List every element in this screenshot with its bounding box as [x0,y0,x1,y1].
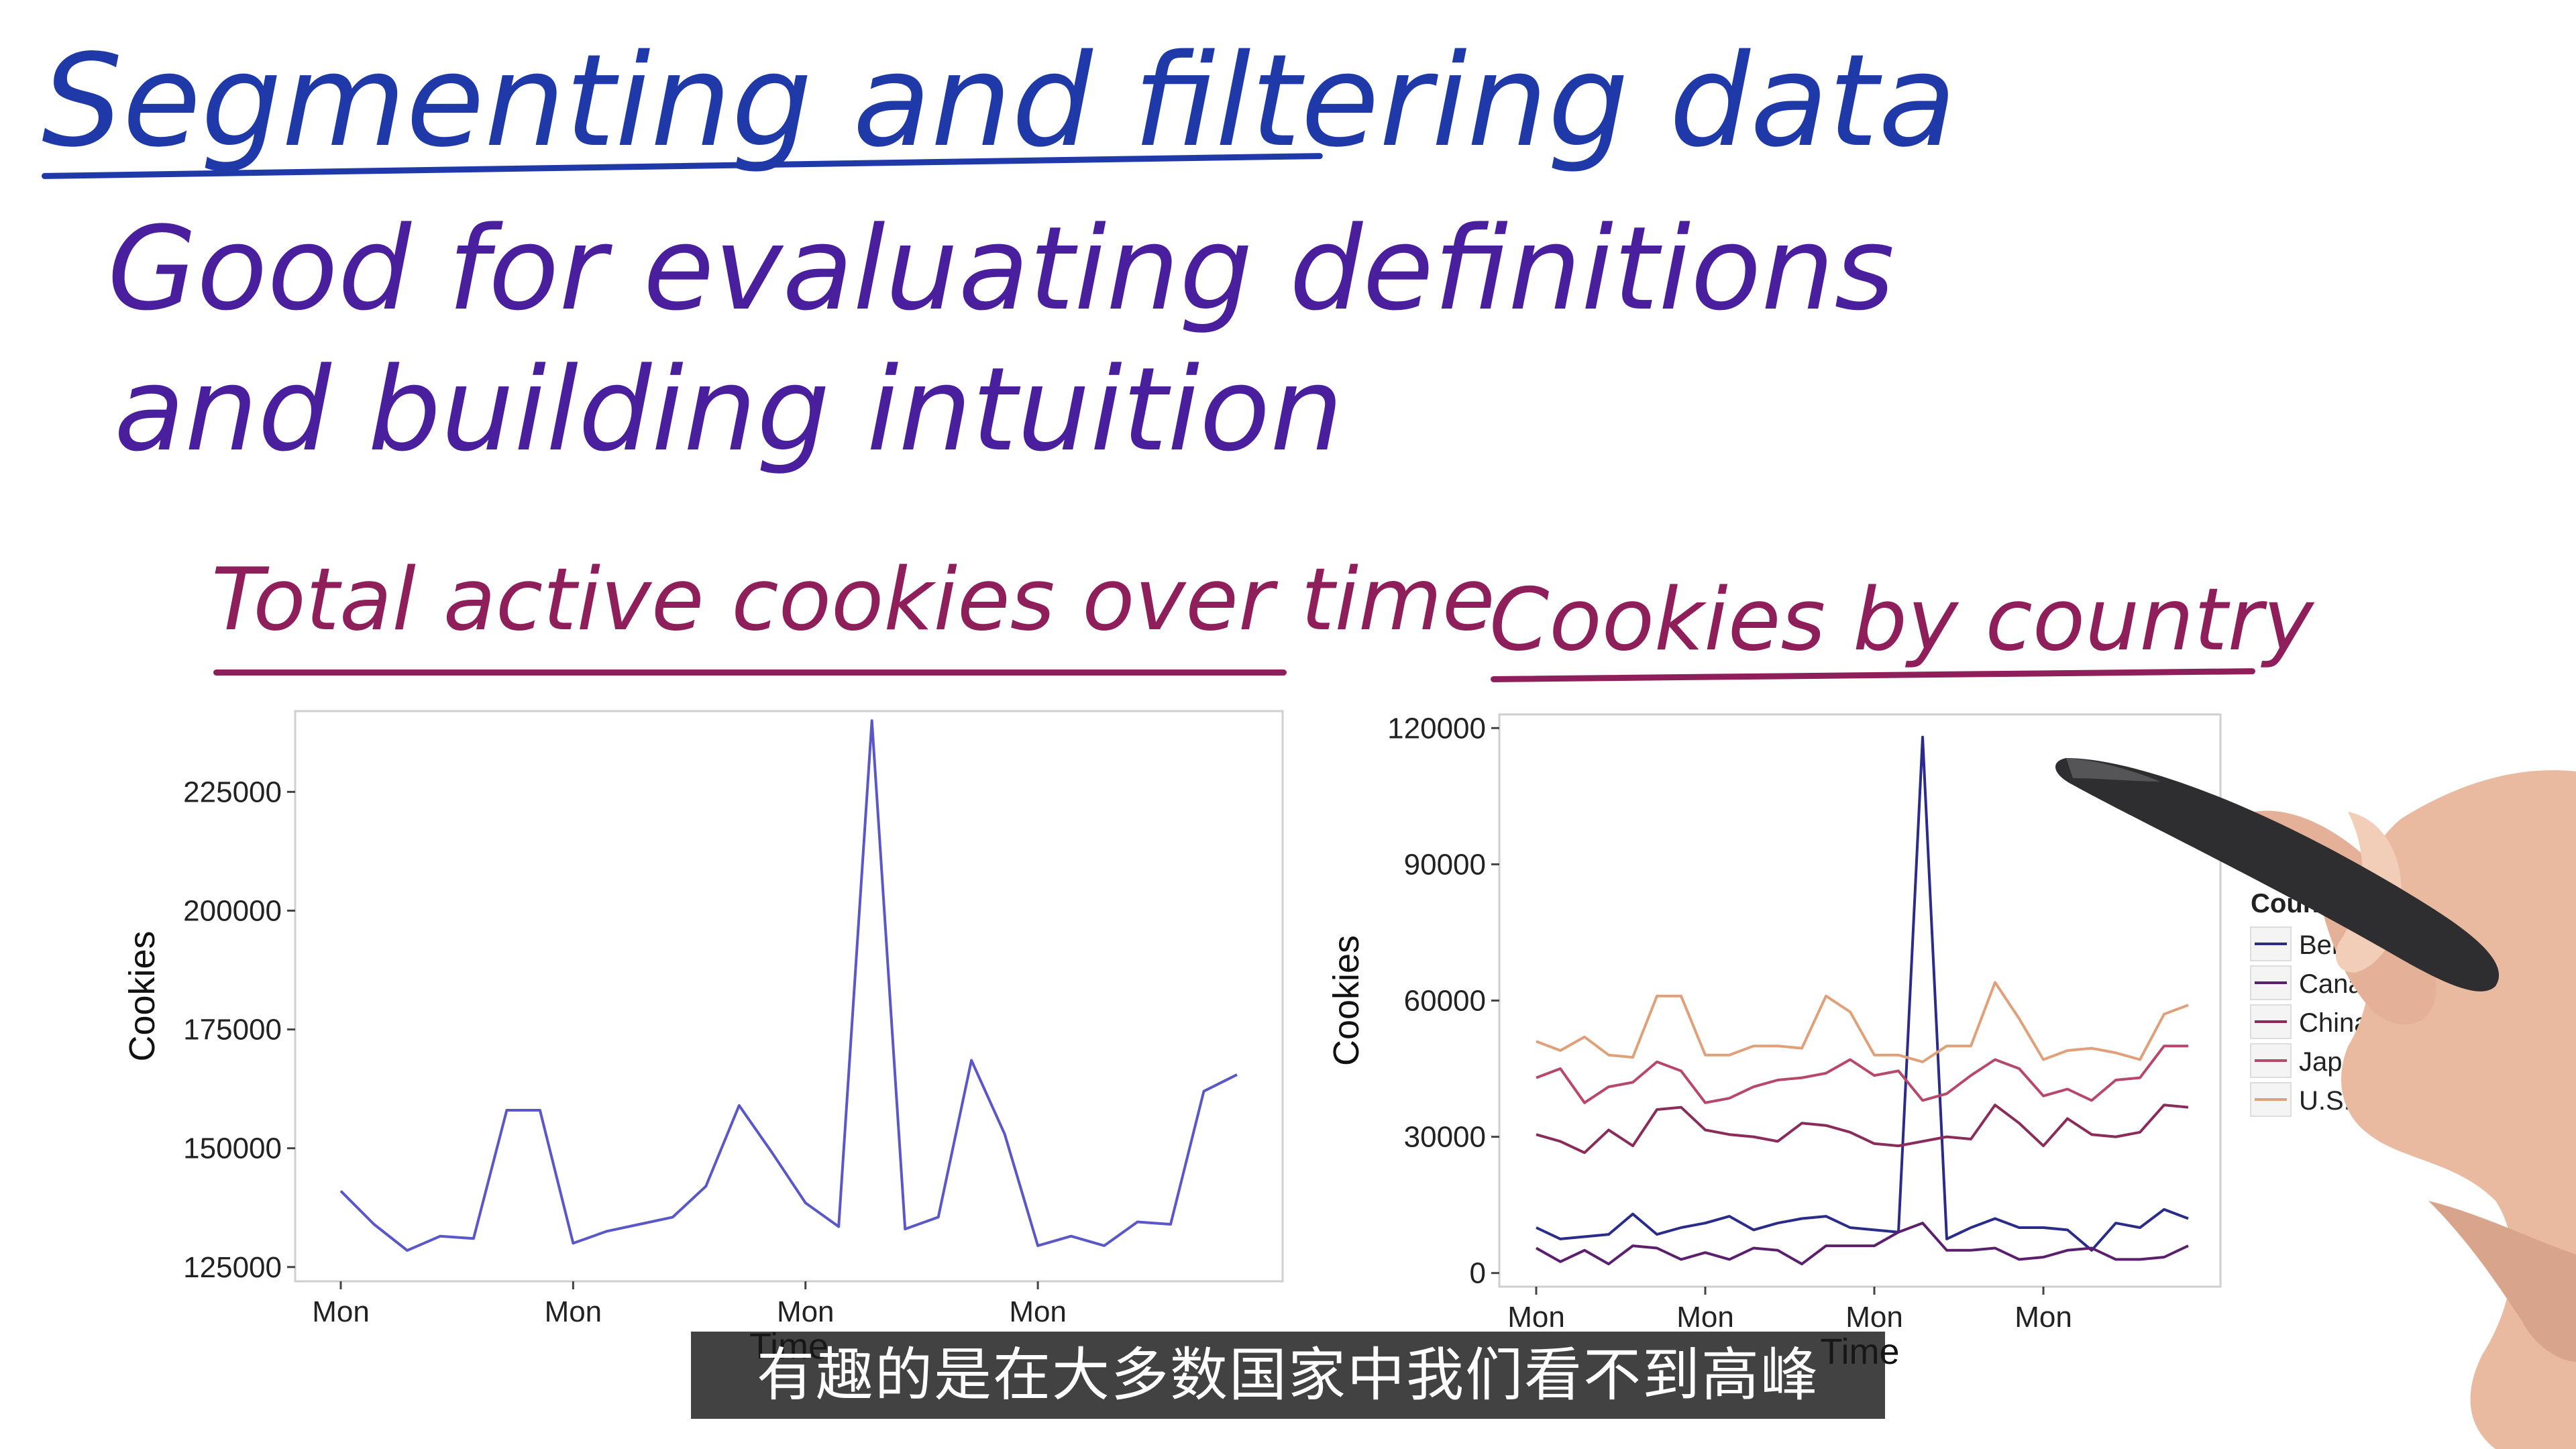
left-chart-title-underline [213,669,1287,676]
bullet-line-1: Good for evaluating definitions [107,201,1895,336]
series-line-canada [1536,1222,2189,1266]
series-line-berzerkistan [1536,735,2189,1252]
x-tick-label: Mon [545,1295,602,1328]
x-tick-label: Mon [312,1295,370,1328]
x-tick-label: Mon [777,1295,835,1328]
y-tick-label: 0 [1470,1257,1486,1290]
x-tick-label: Mon [1676,1301,1734,1334]
y-axis-label: Cookies [1326,935,1366,1066]
x-tick-label: Mon [1009,1295,1067,1328]
right-chart-title: Cookies by country [1489,570,2314,670]
hand-with-marker-image [2055,758,2576,1449]
series-line-china [1536,1104,2189,1155]
y-tick-label: 125000 [183,1251,282,1284]
subtitle-background [691,1332,1885,1419]
y-tick-label: 150000 [183,1132,282,1165]
y-tick-label: 225000 [183,775,282,808]
x-tick-label: Mon [2015,1301,2072,1334]
series-line-japan [1536,1044,2188,1104]
y-tick-label: 30000 [1404,1121,1486,1154]
y-tick-label: 175000 [183,1014,282,1046]
x-tick-label: Mon [1845,1301,1903,1334]
x-tick-label: Mon [1507,1301,1565,1334]
subtitle-caption: 有趣的是在大多数国家中我们看不到高峰 [757,1342,1819,1409]
series-line-total [339,719,1238,1252]
bullet-line-2: and building intuition [114,342,1344,477]
y-tick-label: 60000 [1404,985,1486,1018]
plot-panel-border [294,710,1284,1283]
y-axis-label: Cookies [122,930,162,1061]
left-chart-title: Total active cookies over time [211,550,1495,650]
slide-title: Segmenting and filtering data [42,27,1957,175]
y-tick-label: 200000 [183,895,282,928]
y-tick-label: 120000 [1387,712,1486,745]
series-line-us [1536,981,2189,1063]
y-tick-label: 90000 [1404,848,1486,881]
